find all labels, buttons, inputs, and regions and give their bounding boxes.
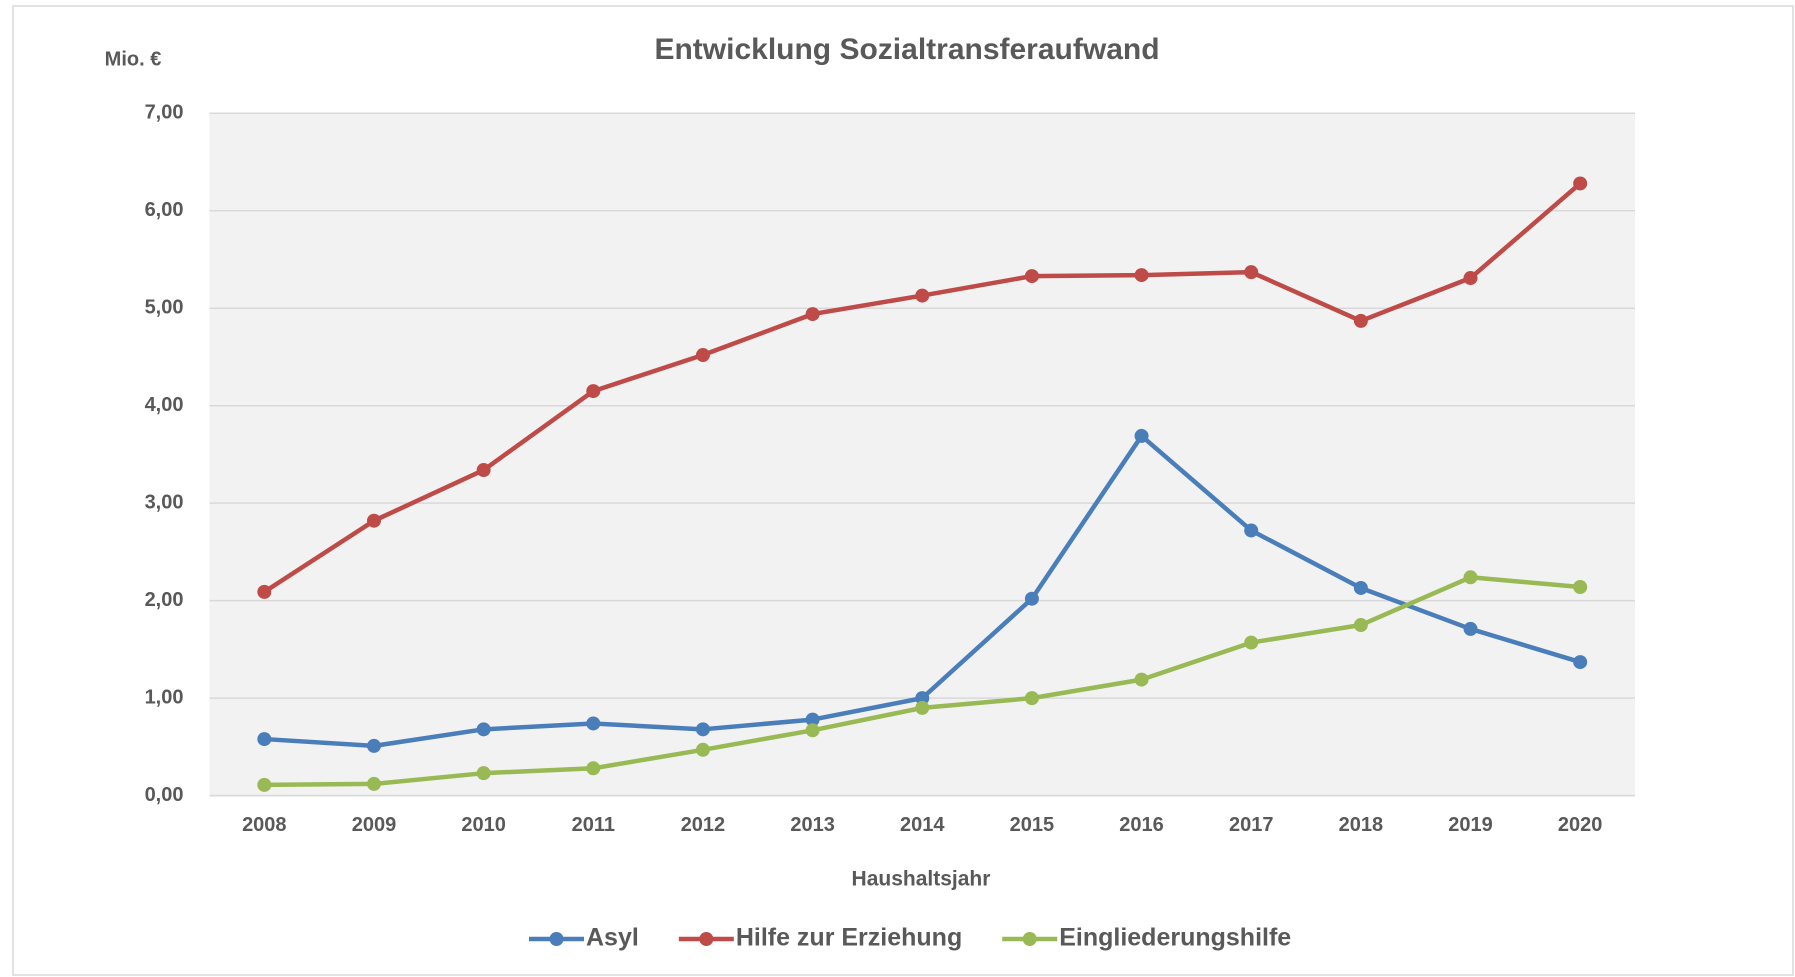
data-point — [1024, 269, 1039, 284]
legend-marker — [1022, 932, 1037, 946]
x-tick-label: 2020 — [1558, 814, 1603, 836]
data-point — [586, 761, 601, 776]
x-tick-label: 2019 — [1448, 814, 1493, 836]
legend-marker — [699, 932, 714, 946]
data-point — [366, 513, 381, 528]
data-point — [1463, 271, 1478, 286]
data-point — [1573, 580, 1588, 595]
y-tick-label: 3,00 — [145, 491, 184, 513]
data-point — [1244, 523, 1259, 538]
data-point — [476, 722, 491, 737]
data-point — [805, 307, 820, 322]
y-tick-label: 1,00 — [145, 686, 184, 708]
legend-label: Asyl — [586, 924, 639, 952]
plot-area — [209, 113, 1635, 796]
x-tick-label: 2013 — [790, 814, 835, 836]
data-point — [366, 776, 381, 791]
data-point — [1353, 618, 1368, 633]
data-point — [586, 716, 601, 731]
y-tick-label: 5,00 — [145, 297, 184, 319]
data-point — [695, 722, 710, 737]
data-point — [257, 777, 272, 792]
x-tick-label: 2018 — [1339, 814, 1384, 836]
x-tick-label: 2016 — [1119, 814, 1164, 836]
data-point — [695, 742, 710, 757]
x-tick-label: 2012 — [681, 814, 726, 836]
data-point — [1134, 268, 1149, 283]
data-point — [476, 766, 491, 781]
data-point — [1134, 672, 1149, 687]
data-point — [1353, 313, 1368, 328]
data-point — [1463, 570, 1478, 585]
x-axis-label: Haushaltsjahr — [852, 868, 991, 891]
data-point — [586, 384, 601, 399]
data-point — [257, 732, 272, 747]
data-point — [1573, 655, 1588, 670]
data-point — [1573, 176, 1588, 191]
x-tick-label: 2010 — [461, 814, 506, 836]
data-point — [1244, 265, 1259, 280]
x-tick-label: 2014 — [900, 814, 945, 836]
data-point — [695, 348, 710, 363]
data-point — [1463, 621, 1478, 636]
y-tick-label: 7,00 — [145, 102, 184, 124]
x-tick-label: 2011 — [572, 814, 615, 836]
y-tick-label: 2,00 — [145, 589, 184, 611]
x-tick-label: 2015 — [1010, 814, 1055, 836]
data-point — [805, 712, 820, 727]
data-point — [1244, 635, 1259, 650]
data-point — [476, 463, 491, 478]
y-axis-label: Mio. € — [105, 48, 162, 70]
data-point — [1024, 591, 1039, 606]
y-tick-label: 6,00 — [145, 199, 184, 221]
data-point — [1353, 580, 1368, 595]
y-tick-label: 4,00 — [145, 394, 184, 416]
data-point — [1134, 428, 1149, 443]
data-point — [915, 288, 930, 303]
data-point — [366, 738, 381, 753]
legend-label: Hilfe zur Erziehung — [736, 924, 962, 952]
data-point — [257, 584, 272, 599]
y-tick-label: 0,00 — [145, 784, 184, 806]
x-tick-label: 2009 — [352, 814, 397, 836]
chart-title: Entwicklung Sozialtransferaufwand — [654, 33, 1159, 66]
data-point — [915, 700, 930, 715]
data-point — [915, 691, 930, 706]
legend-label: Eingliederungshilfe — [1059, 924, 1291, 952]
x-tick-label: 2008 — [242, 814, 287, 836]
x-tick-label: 2017 — [1229, 814, 1274, 836]
data-point — [805, 723, 820, 738]
legend-marker — [549, 932, 564, 946]
data-point — [1024, 691, 1039, 706]
